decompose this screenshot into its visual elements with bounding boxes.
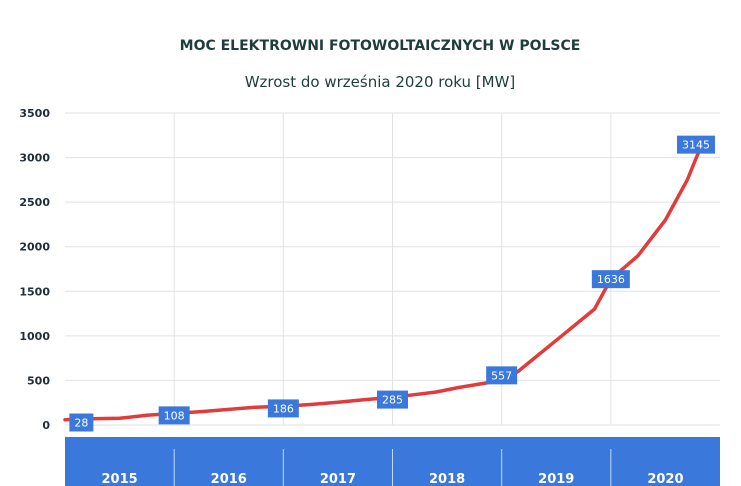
- data-label-box: [158, 406, 190, 425]
- chart-title: MOC ELEKTROWNI FOTOWOLTAICZNYCH W POLSCE: [180, 38, 581, 54]
- y-tick-label: 0: [42, 419, 50, 432]
- data-label-text: 108: [164, 409, 185, 422]
- y-tick-label: 1000: [19, 330, 50, 343]
- data-label-text: 557: [491, 369, 512, 382]
- y-tick-label: 500: [27, 374, 50, 387]
- data-label-box: [267, 399, 299, 418]
- x-tick-label: 2020: [647, 472, 683, 486]
- data-label: 3145: [676, 135, 715, 154]
- y-tick-label: 3000: [19, 152, 50, 165]
- data-label-text: 1636: [597, 273, 625, 286]
- chart-subtitle: Wzrost do września 2020 roku [MW]: [245, 73, 516, 91]
- data-label: 186: [267, 399, 299, 418]
- data-label-box: [377, 390, 408, 409]
- y-tick-label: 2500: [19, 196, 50, 209]
- grid: [65, 112, 720, 426]
- data-label: 1636: [591, 270, 630, 289]
- data-label: 285: [377, 390, 408, 409]
- x-tick-label: 2015: [101, 472, 137, 486]
- data-label-box: [486, 366, 518, 385]
- data-label: 28: [69, 413, 94, 432]
- data-label-box: [69, 413, 94, 432]
- y-tick-label: 2000: [19, 241, 50, 254]
- data-label: 108: [158, 406, 190, 425]
- x-tick-label: 2017: [320, 472, 356, 486]
- data-label-box: [676, 135, 715, 154]
- y-axis: 0 500 1000 1500 2000 2500 3000 3500: [19, 107, 50, 432]
- x-tick-label: 2016: [211, 472, 247, 486]
- data-label-text: 28: [74, 417, 88, 430]
- y-tick-label: 3500: [19, 107, 50, 120]
- y-tick-label: 1500: [19, 285, 50, 298]
- x-tick-label: 2018: [429, 472, 465, 486]
- data-label-text: 285: [382, 394, 403, 407]
- data-labels: 28 108 186 285 557 1636 3145: [69, 135, 715, 432]
- data-label-text: 186: [273, 402, 294, 415]
- data-label-box: [591, 270, 630, 289]
- x-tick-label: 2019: [538, 472, 574, 486]
- data-label: 557: [486, 366, 518, 385]
- data-label-text: 3145: [682, 139, 710, 152]
- x-axis-band: 2015 2016 2017 2018 2019 2020: [65, 437, 720, 486]
